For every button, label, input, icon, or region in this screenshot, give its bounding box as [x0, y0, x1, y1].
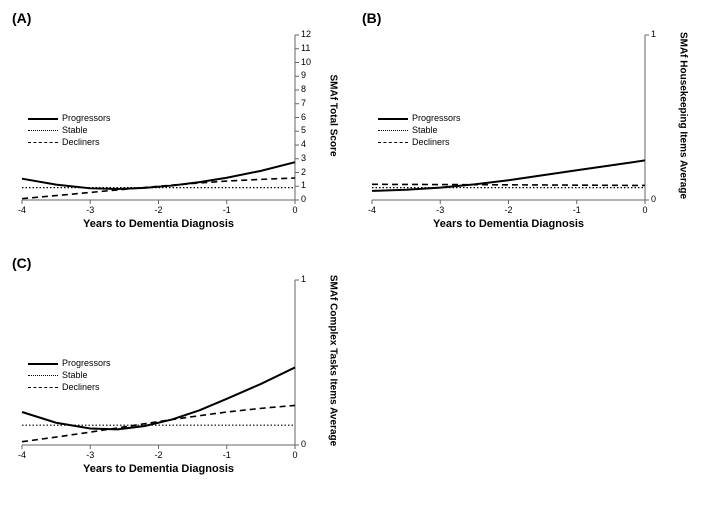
- y-tick-label: 11: [301, 43, 310, 53]
- x-tick-label: -2: [151, 205, 167, 215]
- y-tick-label: 4: [301, 139, 306, 149]
- x-tick-label: -2: [151, 450, 167, 460]
- y-tick-label: 0: [301, 439, 306, 449]
- y-tick-label: 10: [301, 57, 311, 67]
- legend-label: Stable: [62, 124, 88, 137]
- x-axis-title: Years to Dementia Diagnosis: [22, 463, 295, 475]
- x-axis-title: Years to Dementia Diagnosis: [372, 218, 645, 230]
- series-progressors: [22, 162, 295, 189]
- panel-label-B: (B): [362, 10, 381, 26]
- legend-label: Decliners: [412, 136, 450, 149]
- series-progressors: [372, 160, 645, 191]
- series-decliners: [22, 178, 295, 199]
- legend-label: Progressors: [412, 112, 461, 125]
- legend-swatch: [378, 124, 408, 136]
- x-tick-label: -1: [219, 450, 235, 460]
- x-tick-label: -4: [14, 205, 30, 215]
- solid-line-icon: [378, 118, 408, 120]
- x-tick-label: -2: [501, 205, 517, 215]
- panel-A: (A)-4-3-2-100123456789101112Years to Dem…: [10, 10, 350, 240]
- x-tick-label: -1: [219, 205, 235, 215]
- legend-item: Stable: [378, 124, 461, 136]
- x-tick-label: -4: [14, 450, 30, 460]
- dot-line-icon: [378, 130, 408, 131]
- panel-label-A: (A): [12, 10, 31, 26]
- legend-swatch: [28, 369, 58, 381]
- legend-swatch: [378, 136, 408, 148]
- legend-label: Stable: [62, 369, 88, 382]
- legend-item: Stable: [28, 124, 111, 136]
- x-tick-label: -3: [82, 205, 98, 215]
- x-tick-label: 0: [287, 205, 303, 215]
- legend-swatch: [28, 112, 58, 124]
- panel-label-C: (C): [12, 255, 31, 271]
- legend-swatch: [28, 381, 58, 393]
- y-axis-title: SMAf Housekeeping Items Average: [678, 15, 689, 215]
- x-tick-label: 0: [637, 205, 653, 215]
- legend: ProgressorsStableDecliners: [28, 112, 111, 148]
- legend-item: Progressors: [378, 112, 461, 124]
- dash-line-icon: [378, 142, 408, 143]
- legend-item: Progressors: [28, 357, 111, 369]
- panel-B: (B) -4 -3 -2 -1 00 1 Years to Dementia Diagnosi…: [360, 10, 700, 240]
- x-tick-label: 0: [287, 450, 303, 460]
- y-tick-label: 0: [301, 194, 306, 204]
- solid-line-icon: [28, 363, 58, 365]
- series-decliners: [372, 184, 645, 185]
- y-tick-label: 2: [301, 167, 306, 177]
- y-tick-label: 5: [301, 125, 306, 135]
- dot-line-icon: [28, 375, 58, 376]
- legend-swatch: [378, 112, 408, 124]
- x-tick-label: -3: [82, 450, 98, 460]
- y-tick-label: 8: [301, 84, 306, 94]
- dot-line-icon: [28, 130, 58, 131]
- legend-item: Progressors: [28, 112, 111, 124]
- y-tick-label: 9: [301, 70, 306, 80]
- x-tick-label: -4: [364, 205, 380, 215]
- y-tick-label: 7: [301, 98, 306, 108]
- y-axis-title: SMAf Total Score: [328, 15, 339, 215]
- y-tick-label: 0: [651, 194, 656, 204]
- y-tick-label: 3: [301, 153, 306, 163]
- legend-swatch: [28, 357, 58, 369]
- dash-line-icon: [28, 387, 58, 388]
- legend-label: Progressors: [62, 112, 111, 125]
- legend: ProgressorsStableDecliners: [378, 112, 461, 148]
- legend-swatch: [28, 124, 58, 136]
- solid-line-icon: [28, 118, 58, 120]
- legend: ProgressorsStableDecliners: [28, 357, 111, 393]
- x-axis-title: Years to Dementia Diagnosis: [22, 218, 295, 230]
- x-tick-label: -3: [432, 205, 448, 215]
- legend-item: Stable: [28, 369, 111, 381]
- y-tick-label: 6: [301, 112, 306, 122]
- legend-label: Decliners: [62, 381, 100, 394]
- x-tick-label: -1: [569, 205, 585, 215]
- y-tick-label: 1: [651, 29, 656, 39]
- panel-C: (C) -4 -3 -2 -1 00 1 Years to Dementia Diagnosi…: [10, 255, 350, 485]
- legend-label: Decliners: [62, 136, 100, 149]
- y-tick-label: 1: [301, 180, 306, 190]
- legend-swatch: [28, 136, 58, 148]
- legend-item: Decliners: [28, 381, 111, 393]
- y-tick-label: 12: [301, 29, 311, 39]
- y-tick-label: 1: [301, 274, 306, 284]
- y-axis-title: SMAf Complex Tasks Items Average: [328, 260, 339, 460]
- legend-label: Progressors: [62, 357, 111, 370]
- legend-label: Stable: [412, 124, 438, 137]
- dash-line-icon: [28, 142, 58, 143]
- legend-item: Decliners: [378, 136, 461, 148]
- legend-item: Decliners: [28, 136, 111, 148]
